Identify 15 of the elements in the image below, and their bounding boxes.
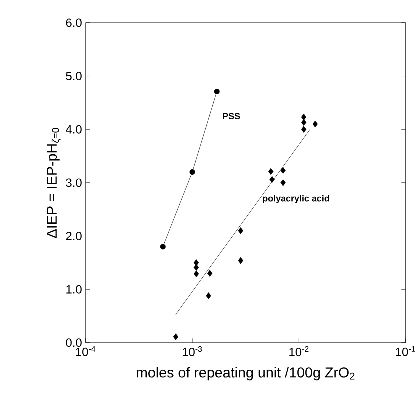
y-tick-label: 4.0 xyxy=(66,125,82,134)
y-axis-title: ΔIEP = IEP-pH$_{ζ=0}$ xyxy=(47,128,61,238)
y-tick-label: 5.0 xyxy=(66,72,82,80)
y-tick-label: 3.0 xyxy=(66,178,82,188)
x-tick-label: 10$^{-3}$ xyxy=(182,346,202,356)
y-tick-label: 0.0 xyxy=(66,338,82,348)
y-tick-label: 2.0 xyxy=(66,232,82,240)
y-tick-label: 6.0 xyxy=(66,18,82,28)
x-axis-title: moles of repeating unit /100g ZrO$_{2}$ xyxy=(136,367,355,381)
x-tick-label: 10$^{-4}$ xyxy=(76,346,96,356)
series-label: polyacrylic acid xyxy=(263,195,330,204)
series-label: PSS xyxy=(223,113,240,120)
x-tick-label: 10$^{-2}$ xyxy=(290,346,309,356)
x-tick-label: 10$^{-1}$ xyxy=(396,346,416,356)
y-tick-label: 1.0 xyxy=(66,285,82,294)
